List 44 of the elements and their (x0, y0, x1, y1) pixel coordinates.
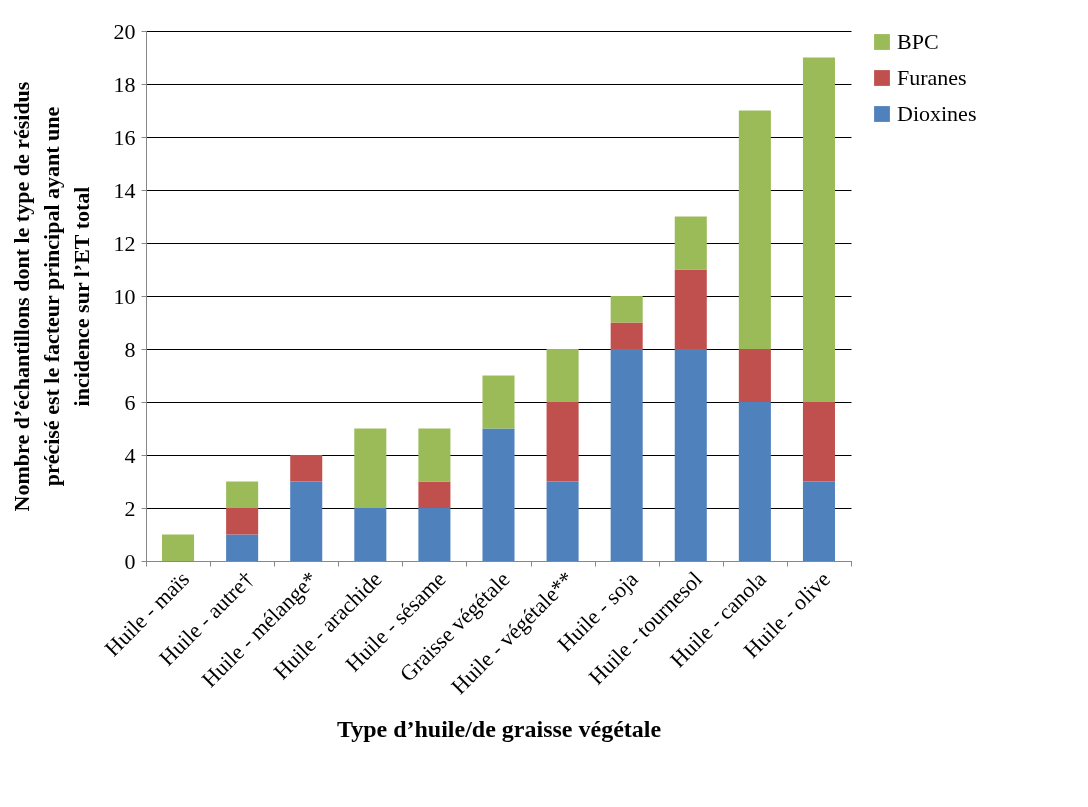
bar (226, 534, 259, 561)
bar (738, 349, 771, 402)
y-tick-label: 10 (113, 283, 136, 309)
y-tick-label: 14 (113, 177, 136, 203)
y-tick-label: 0 (124, 548, 136, 574)
bar (226, 481, 259, 508)
y-tick-label: 18 (113, 71, 136, 97)
bar (226, 508, 259, 535)
legend-label: Dioxines (897, 101, 977, 126)
bar (290, 481, 323, 561)
bar (674, 269, 707, 349)
bar (802, 481, 835, 561)
bar (418, 428, 451, 482)
legend-label: BPC (897, 29, 939, 54)
y-tick-label: 20 (113, 18, 136, 44)
bar (610, 296, 643, 323)
bar (418, 481, 451, 508)
y-tick-label: 8 (124, 336, 136, 362)
bar (354, 428, 387, 508)
bar (546, 402, 579, 482)
bar (738, 402, 771, 561)
bar (802, 402, 835, 482)
y-tick-label: 6 (124, 389, 136, 415)
bar (738, 110, 771, 349)
bar (482, 428, 515, 561)
bar (418, 508, 451, 561)
bar (162, 534, 195, 561)
bar (546, 349, 579, 402)
bar (610, 322, 643, 349)
bar (674, 216, 707, 270)
bar (674, 349, 707, 561)
y-axis-title: Nombre d’échantillons dont le type de résidus précisé est le facteur principal ayant une incidence sur l’ET total (8, 81, 94, 512)
y-tick-label: 12 (113, 230, 136, 256)
x-axis-title: Type d’huile/de graisse végétale (336, 716, 662, 743)
bar (610, 349, 643, 561)
y-tick-label: 2 (124, 495, 136, 521)
legend-label: Furanes (897, 65, 967, 90)
y-tick-label: 16 (113, 124, 136, 150)
bar (290, 455, 323, 482)
bar (354, 508, 387, 561)
bar (482, 375, 515, 429)
bar (546, 481, 579, 561)
y-tick-label: 4 (124, 442, 136, 468)
bar (802, 57, 835, 402)
